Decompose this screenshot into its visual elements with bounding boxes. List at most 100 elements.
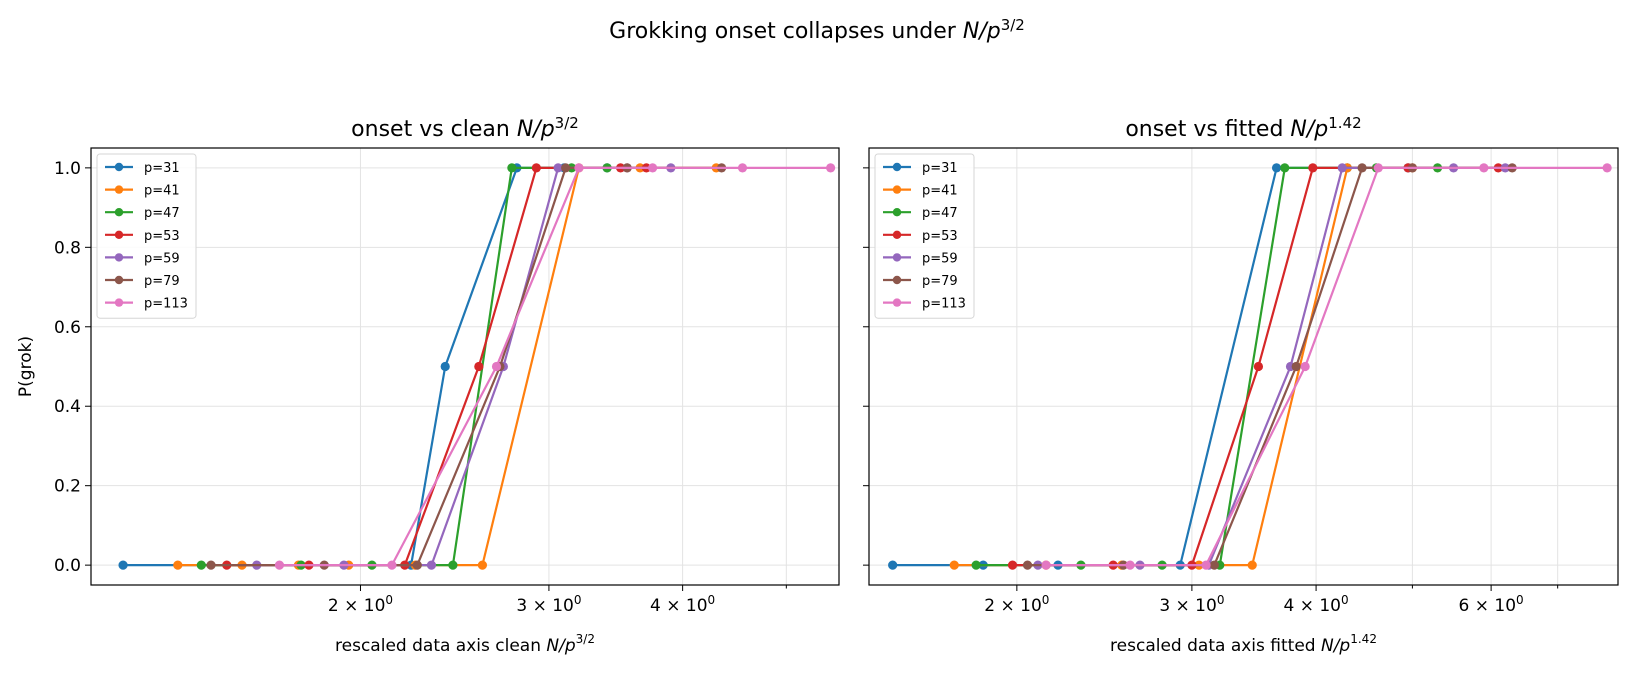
legend-label-p=53: p=53 [922, 229, 958, 244]
data-point-p=79 [1022, 560, 1033, 570]
data-point-p=47 [971, 560, 981, 570]
data-point-p=113 [1479, 163, 1489, 173]
data-point-p=79 [561, 163, 571, 173]
data-point-p=53 [1253, 361, 1264, 372]
legend-label-p=79: p=79 [922, 274, 958, 289]
data-point-p=113 [1373, 163, 1383, 173]
data-point-p=31 [888, 560, 898, 570]
right-panel: 2 × 100 3 × 100 4 × 100 6 × 100 onset vs fit… [863, 114, 1619, 656]
data-point-p=31 [1271, 163, 1282, 173]
legend-label-p=113: p=113 [144, 297, 188, 312]
data-point-p=113 [574, 163, 584, 173]
series-line-p=41 [954, 166, 1413, 567]
data-point-p=79 [412, 560, 422, 570]
legend-label-p=53: p=53 [144, 229, 180, 244]
legend-label-p=47: p=47 [144, 206, 180, 221]
legend-marker-p=41 [114, 185, 124, 194]
legend-marker-p=113 [114, 298, 124, 307]
x-tick-label: 6 × 100 [1459, 593, 1524, 616]
series-line-p=59 [1037, 166, 1506, 567]
series-line-p=59 [256, 166, 671, 567]
legend: p=31 p=41 p=47 p=53 p=59 p=79 p=113 [96, 153, 197, 319]
data-point-p=47 [1280, 163, 1290, 173]
left-panel: 0.0 0.2 0.4 0.6 0.8 1.0 2 × 100 3 × 100 4 × 100 o… [16, 114, 840, 656]
legend-marker-p=79 [114, 275, 124, 285]
legend-marker-p=47 [114, 208, 124, 217]
data-point-p=113 [826, 163, 836, 173]
axes-frame [90, 147, 840, 586]
data-point-p=113 [1300, 361, 1310, 372]
legend-label-p=31: p=31 [922, 161, 958, 176]
x-tick-label: 3 × 100 [516, 593, 581, 616]
series-line-p=53 [226, 166, 647, 567]
y-tick-label: 0.2 [54, 477, 81, 497]
data-point-p=47 [448, 560, 458, 570]
data-point-p=113 [737, 163, 748, 173]
data-point-p=113 [387, 560, 397, 570]
y-tick-label: 0.6 [54, 318, 81, 338]
legend-marker-p=53 [892, 230, 902, 239]
legend-label-p=47: p=47 [922, 206, 958, 221]
legend-marker-p=59 [114, 253, 124, 262]
series-line-p=113 [279, 166, 831, 567]
y-axis-label: P(grok) [16, 336, 36, 397]
data-point-p=79 [1209, 560, 1219, 570]
data-point-p=31 [440, 361, 450, 372]
legend-marker-p=31 [892, 162, 902, 172]
legend-label-p=41: p=41 [144, 184, 180, 199]
legend-marker-p=59 [892, 253, 902, 262]
data-point-p=47 [507, 163, 517, 173]
y-tick-label: 1.0 [54, 159, 81, 179]
panel-title: onset vs fitted N/p1.42 [1125, 114, 1361, 142]
legend-label-p=31: p=31 [144, 161, 180, 176]
legend: p=31 p=41 p=47 p=53 p=59 p=79 p=113 [874, 153, 975, 319]
data-point-p=31 [118, 560, 128, 570]
x-tick-label: 2 × 100 [328, 593, 393, 616]
data-point-p=113 [1125, 560, 1135, 570]
data-point-p=113 [274, 560, 285, 570]
data-point-p=113 [1201, 560, 1211, 570]
data-point-p=79 [206, 560, 216, 570]
data-point-p=41 [1247, 560, 1257, 570]
axes-frame [868, 147, 1619, 586]
legend-label-p=59: p=59 [922, 251, 958, 266]
data-point-p=47 [196, 560, 206, 570]
legend-marker-p=79 [892, 275, 902, 285]
x-axis-label: rescaled data axis clean N/p3/2 [335, 632, 595, 656]
legend-marker-p=31 [114, 162, 124, 172]
y-tick-label: 0.0 [54, 556, 81, 576]
panel-title: onset vs clean N/p3/2 [351, 114, 579, 142]
legend-label-p=59: p=59 [144, 251, 180, 266]
data-point-p=59 [1337, 163, 1347, 173]
x-tick-label: 3 × 100 [1159, 593, 1224, 616]
data-point-p=79 [1291, 361, 1301, 372]
data-point-p=53 [531, 163, 541, 173]
legend-marker-p=47 [892, 208, 902, 217]
data-point-p=41 [477, 560, 488, 570]
data-point-p=53 [1007, 560, 1018, 570]
data-point-p=113 [1602, 163, 1612, 173]
data-point-p=53 [1308, 163, 1318, 173]
data-point-p=59 [426, 560, 437, 570]
data-point-p=113 [648, 163, 658, 173]
legend-label-p=41: p=41 [922, 184, 958, 199]
figure-suptitle: Grokking onset collapses under N/p3/2 [609, 16, 1025, 44]
data-point-p=41 [173, 560, 183, 570]
x-tick-label: 4 × 100 [1284, 593, 1349, 616]
data-point-p=53 [474, 361, 484, 372]
series-line-p=79 [211, 166, 722, 567]
y-tick-label: 0.4 [54, 397, 81, 417]
y-tick-label: 0.8 [54, 238, 81, 258]
series-line-p=47 [976, 166, 1438, 567]
legend-marker-p=53 [114, 230, 124, 239]
data-point-p=59 [553, 163, 563, 173]
legend-label-p=79: p=79 [144, 274, 180, 289]
data-point-p=113 [491, 361, 502, 372]
series-line-p=79 [1027, 166, 1513, 567]
legend-marker-p=41 [892, 185, 902, 194]
legend-label-p=113: p=113 [922, 297, 966, 312]
x-tick-label: 2 × 100 [984, 593, 1049, 616]
x-tick-label: 4 × 100 [650, 593, 715, 616]
legend-marker-p=113 [892, 298, 902, 307]
